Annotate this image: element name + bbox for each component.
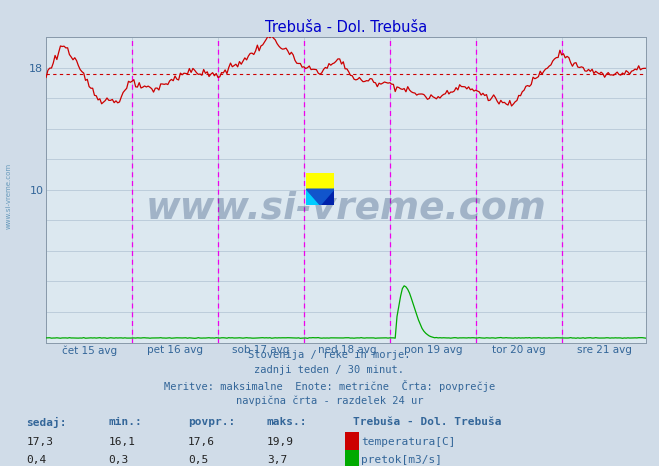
Text: pretok[m3/s]: pretok[m3/s] (361, 455, 442, 465)
Text: maks.:: maks.: (267, 417, 307, 427)
Text: sedaj:: sedaj: (26, 417, 67, 428)
Polygon shape (306, 173, 334, 189)
Text: Meritve: maksimalne  Enote: metrične  Črta: povprečje: Meritve: maksimalne Enote: metrične Črta… (164, 380, 495, 392)
Text: Trebuša - Dol. Trebuša: Trebuša - Dol. Trebuša (353, 417, 501, 427)
Text: 16,1: 16,1 (109, 437, 136, 446)
Polygon shape (306, 189, 320, 205)
Text: 0,5: 0,5 (188, 455, 208, 465)
Polygon shape (306, 189, 334, 205)
Title: Trebuša - Dol. Trebuša: Trebuša - Dol. Trebuša (265, 20, 427, 35)
Text: Slovenija / reke in morje.: Slovenija / reke in morje. (248, 350, 411, 359)
Polygon shape (320, 189, 334, 205)
Text: zadnji teden / 30 minut.: zadnji teden / 30 minut. (254, 365, 405, 375)
Text: 0,3: 0,3 (109, 455, 129, 465)
Text: min.:: min.: (109, 417, 142, 427)
Text: temperatura[C]: temperatura[C] (361, 437, 455, 446)
Text: www.si-vreme.com: www.si-vreme.com (5, 163, 11, 229)
Text: povpr.:: povpr.: (188, 417, 235, 427)
Text: www.si-vreme.com: www.si-vreme.com (146, 190, 546, 226)
Text: 17,3: 17,3 (26, 437, 53, 446)
Text: navpična črta - razdelek 24 ur: navpična črta - razdelek 24 ur (236, 396, 423, 406)
Text: 3,7: 3,7 (267, 455, 287, 465)
Text: 17,6: 17,6 (188, 437, 215, 446)
Text: 19,9: 19,9 (267, 437, 294, 446)
Text: 0,4: 0,4 (26, 455, 47, 465)
